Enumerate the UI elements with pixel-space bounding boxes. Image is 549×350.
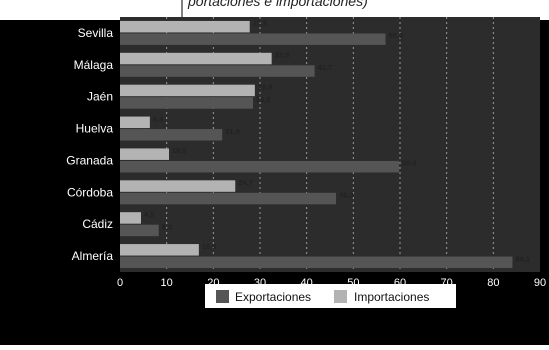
data-label: 21,9 xyxy=(225,127,240,136)
bar-importaciones xyxy=(120,244,199,256)
bar-importaciones xyxy=(120,116,150,129)
category-label: Granada xyxy=(66,153,113,167)
data-label: 16,9 xyxy=(202,242,217,251)
category-label: Córdoba xyxy=(67,185,113,199)
category-label: Jaén xyxy=(87,90,113,104)
bar-exportaciones xyxy=(120,129,223,141)
bar-exportaciones xyxy=(120,65,315,77)
data-label: 56,9 xyxy=(389,31,404,40)
data-label: 41,7 xyxy=(318,63,333,72)
legend-label-exportaciones: Exportaciones xyxy=(235,290,311,304)
data-label: 46,3 xyxy=(339,191,354,200)
data-label: 10,5 xyxy=(172,146,187,155)
legend-box xyxy=(205,284,456,308)
title-strip xyxy=(182,0,549,20)
legend-label-importaciones: Importaciones xyxy=(354,290,429,304)
category-label: Almería xyxy=(72,249,114,263)
data-label: 27,8 xyxy=(253,19,268,28)
x-tick-label: 80 xyxy=(487,277,499,289)
bar-importaciones xyxy=(120,20,250,33)
legend: Exportaciones Importaciones xyxy=(205,284,456,308)
data-label: 8,3 xyxy=(162,222,172,231)
data-label: 84,1 xyxy=(515,254,530,263)
bar-importaciones xyxy=(120,52,272,65)
bar-exportaciones xyxy=(120,256,513,269)
bar-importaciones xyxy=(120,84,255,97)
bar-exportaciones xyxy=(120,192,337,205)
category-label: Sevilla xyxy=(78,26,114,40)
value-labels: 27,8 56,9 32,5 41,7 28,9 28,5 6,4 21,9 10,5 59,8 2… xyxy=(144,19,530,264)
data-label: 28,9 xyxy=(258,82,273,91)
x-tick-label: 0 xyxy=(117,277,123,289)
bar-importaciones xyxy=(120,148,169,160)
bar-importaciones xyxy=(120,180,236,192)
legend-swatch-importaciones xyxy=(334,290,347,303)
bar-exportaciones xyxy=(120,33,386,45)
category-label: Huelva xyxy=(76,122,114,136)
category-label: Málaga xyxy=(74,58,114,72)
bar-exportaciones xyxy=(120,97,253,109)
data-label: 32,5 xyxy=(275,51,290,60)
bar-exportaciones xyxy=(120,224,159,237)
data-label: 59,8 xyxy=(402,159,417,168)
data-label: 4,5 xyxy=(144,210,154,219)
bars xyxy=(120,20,513,269)
data-label: 28,5 xyxy=(256,95,271,104)
x-tick-label: 10 xyxy=(161,277,173,289)
category-labels: Sevilla Málaga Jaén Huelva Granada Córdoba Cád… xyxy=(66,26,113,263)
legend-swatch-exportaciones xyxy=(216,290,229,303)
bar-importaciones xyxy=(120,212,141,224)
x-tick-label: 90 xyxy=(534,277,546,289)
category-label: Cádiz xyxy=(82,217,113,231)
data-label: 24,7 xyxy=(238,178,253,187)
page-title-fragment: portaciones e importaciones) xyxy=(187,0,368,9)
data-label: 6,4 xyxy=(153,114,164,123)
bar-exportaciones xyxy=(120,160,400,173)
